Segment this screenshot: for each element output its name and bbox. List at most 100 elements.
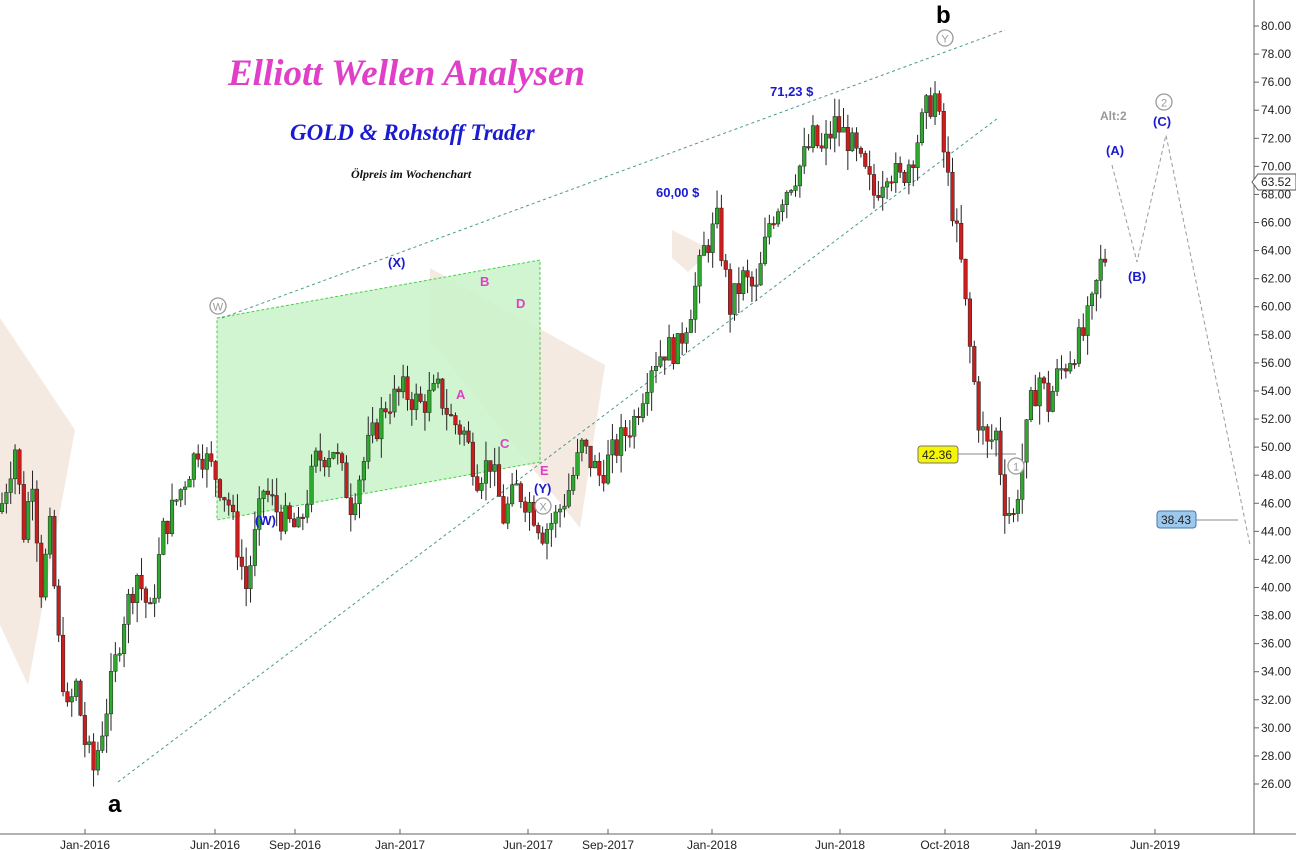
candle-body: [1059, 368, 1064, 371]
candle-body: [488, 460, 493, 472]
candle-body: [278, 511, 284, 532]
projection-path: [1111, 134, 1251, 546]
price-tick-label: 32.00: [1261, 693, 1291, 707]
candle-body: [906, 164, 911, 183]
candle-body: [815, 125, 820, 147]
candle-body: [614, 439, 619, 456]
candle-body: [252, 529, 257, 566]
candle-body: [183, 486, 188, 490]
wave-mag-E-label: E: [540, 463, 549, 478]
candle-body: [588, 445, 593, 469]
candle-body: [636, 415, 641, 418]
candle-body: [87, 741, 92, 745]
candle-body: [1076, 327, 1081, 364]
wave-mag-C-label: C: [500, 436, 510, 451]
candle-body: [527, 502, 532, 513]
candle-body: [758, 263, 763, 286]
wave-A-label: (A): [1106, 143, 1124, 158]
candle-body: [780, 204, 785, 213]
candle-body: [767, 223, 772, 238]
candle-body: [645, 392, 650, 404]
candle-body: [680, 333, 685, 344]
candle-body: [1055, 368, 1060, 392]
candle-body: [889, 181, 894, 184]
candle-body: [39, 542, 44, 598]
candle-body: [627, 435, 632, 438]
candle-body: [496, 464, 502, 497]
candle-body: [688, 319, 693, 333]
candle-body: [348, 497, 353, 516]
candle-body: [605, 454, 611, 484]
candle-body: [667, 337, 672, 361]
candle-body: [466, 430, 471, 443]
candle-body: [108, 671, 114, 715]
candle-body: [1072, 363, 1077, 366]
candle-body: [165, 520, 170, 534]
candle-body: [213, 461, 218, 480]
candle-body: [597, 460, 602, 476]
candle-body: [653, 365, 659, 371]
time-tick-label: Sep-2016: [269, 838, 321, 850]
price-tick-label: 78.00: [1261, 47, 1291, 61]
candle-body: [8, 478, 13, 493]
candle-body: [392, 388, 397, 413]
candle-body: [1041, 377, 1047, 384]
candle-body: [401, 376, 406, 393]
wave-circle-X-label: X: [539, 502, 547, 514]
wave-b-label: b: [936, 2, 951, 29]
candle-body: [1015, 499, 1020, 514]
candle-body: [444, 407, 449, 415]
candle-body: [409, 399, 414, 410]
wave-circle-2-label: 2: [1161, 98, 1167, 110]
candle-body: [610, 439, 615, 456]
candle-body: [662, 356, 667, 361]
candle-body: [518, 483, 523, 503]
candle-body: [113, 654, 118, 672]
candle-body: [976, 381, 981, 431]
candle-body: [21, 484, 26, 540]
candle-body: [370, 422, 375, 436]
candle-body: [544, 529, 550, 544]
candle-body: [34, 488, 39, 544]
candle-body: [989, 439, 994, 442]
candle-body: [287, 505, 292, 520]
candle-body: [566, 490, 571, 507]
candle-body: [845, 127, 850, 152]
candle-body: [941, 111, 946, 153]
candle-body: [885, 181, 890, 188]
candle-body: [239, 556, 244, 567]
wave-circle-W-label: W: [213, 302, 224, 314]
candle-body: [309, 465, 314, 505]
candle-body: [1063, 368, 1068, 372]
candle-body: [457, 424, 462, 435]
candle-body: [353, 503, 358, 516]
price-tick-label: 38.00: [1261, 609, 1291, 623]
candle-body: [536, 525, 541, 534]
candle-body: [427, 389, 432, 413]
candle-body: [56, 585, 61, 636]
alt-label: Alt:2: [1100, 109, 1127, 123]
candle-body: [558, 508, 563, 513]
candle-body: [78, 680, 83, 716]
wave-circle-Y: Y: [936, 29, 954, 47]
candle-body: [871, 174, 877, 196]
candle-body: [575, 452, 580, 476]
time-tick-label: Jan-2017: [375, 838, 425, 850]
candle-body: [156, 554, 162, 599]
candle-body: [91, 741, 96, 771]
candle-body: [130, 593, 135, 603]
candle-body: [117, 653, 122, 656]
candle-body: [954, 220, 959, 224]
candle-body: [357, 479, 362, 505]
chart-note: Ölpreis im Wochenchart: [351, 167, 472, 181]
candle-body: [17, 449, 22, 485]
candle-body: [898, 163, 903, 173]
candle-body: [169, 499, 175, 534]
candle-body: [950, 172, 955, 222]
upper-trend-line: [221, 29, 1006, 319]
candle-body: [697, 255, 702, 287]
candle-body: [601, 475, 606, 484]
candle-body: [74, 680, 79, 697]
candle-body: [300, 516, 305, 519]
candle-body: [928, 95, 933, 117]
